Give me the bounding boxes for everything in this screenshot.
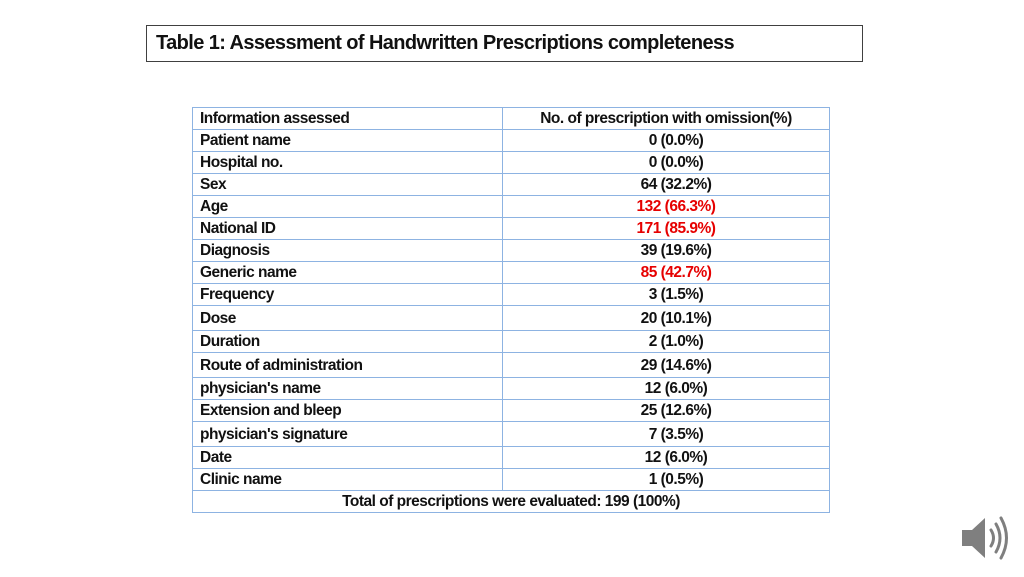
table-row: Extension and bleep 25 (12.6%) — [192, 399, 830, 422]
omission-cell: 0 (0.0%) — [502, 129, 830, 152]
information-item: Dose — [192, 305, 503, 331]
omission-value: 64 (32.2%) — [640, 176, 712, 193]
omission-value: 0 (0.0%) — [648, 154, 704, 171]
omission-value: 12 (6.0%) — [644, 449, 708, 466]
information-item: physician's name — [192, 377, 503, 400]
omission-value: 25 (12.6%) — [640, 402, 712, 419]
table-row: Hospital no. 0 (0.0%) — [192, 151, 830, 174]
information-item: Patient name — [192, 129, 503, 152]
table-row: Age 132 (66.3%) — [192, 195, 830, 218]
table-row: Generic name 85 (42.7%) — [192, 261, 830, 284]
omission-value: 39 (19.6%) — [640, 242, 712, 259]
omission-value: 7 (3.5%) — [648, 425, 704, 443]
omission-cell: 85 (42.7%) — [502, 261, 830, 284]
omission-cell: 12 (6.0%) — [502, 377, 830, 400]
table-title: Table 1: Assessment of Handwritten Presc… — [146, 25, 863, 62]
omission-cell: 29 (14.6%) — [502, 352, 830, 378]
header-omission-count: No. of prescription with omission(%) — [502, 107, 830, 130]
omission-cell: 0 (0.0%) — [502, 151, 830, 174]
omission-cell: 20 (10.1%) — [502, 305, 830, 331]
table-row: Frequency 3 (1.5%) — [192, 283, 830, 306]
table-row: Duration 2 (1.0%) — [192, 330, 830, 353]
table-title-text: Table 1: Assessment of Handwritten Presc… — [156, 32, 735, 54]
omission-value: 29 (14.6%) — [640, 356, 712, 374]
omission-value: 132 (66.3%) — [636, 198, 716, 215]
omission-cell: 1 (0.5%) — [502, 468, 830, 491]
omission-cell: 3 (1.5%) — [502, 283, 830, 306]
prescription-table: Information assessed No. of prescription… — [192, 107, 830, 513]
table-row: Route of administration 29 (14.6%) — [192, 352, 830, 378]
omission-value: 85 (42.7%) — [640, 264, 712, 281]
table-row: Patient name 0 (0.0%) — [192, 129, 830, 152]
table-row: Diagnosis 39 (19.6%) — [192, 239, 830, 262]
information-item: Route of administration — [192, 352, 503, 378]
table-row: Clinic name 1 (0.5%) — [192, 468, 830, 491]
table-row: National ID 171 (85.9%) — [192, 217, 830, 240]
table-row: Sex 64 (32.2%) — [192, 173, 830, 196]
omission-cell: 7 (3.5%) — [502, 421, 830, 447]
omission-cell: 132 (66.3%) — [502, 195, 830, 218]
omission-value: 171 (85.9%) — [636, 220, 716, 237]
information-item: Sex — [192, 173, 503, 196]
omission-cell: 12 (6.0%) — [502, 446, 830, 469]
information-item: Date — [192, 446, 503, 469]
information-item: Hospital no. — [192, 151, 503, 174]
table-total-row: Total of prescriptions were evaluated: 1… — [192, 490, 830, 513]
table-row: Date 12 (6.0%) — [192, 446, 830, 469]
omission-value: 12 (6.0%) — [644, 380, 708, 397]
table-row: physician's name 12 (6.0%) — [192, 377, 830, 400]
omission-value: 3 (1.5%) — [648, 286, 704, 303]
information-item: Frequency — [192, 283, 503, 306]
information-item: Diagnosis — [192, 239, 503, 262]
total-evaluated: Total of prescriptions were evaluated: 1… — [192, 490, 830, 513]
omission-value: 20 (10.1%) — [640, 309, 712, 327]
information-item: Extension and bleep — [192, 399, 503, 422]
table-row: physician's signature 7 (3.5%) — [192, 421, 830, 447]
information-item: physician's signature — [192, 421, 503, 447]
information-item: Age — [192, 195, 503, 218]
omission-cell: 64 (32.2%) — [502, 173, 830, 196]
information-item: Clinic name — [192, 468, 503, 491]
information-item: National ID — [192, 217, 503, 240]
omission-cell: 39 (19.6%) — [502, 239, 830, 262]
omission-value: 0 (0.0%) — [648, 132, 704, 149]
omission-cell: 171 (85.9%) — [502, 217, 830, 240]
information-item: Duration — [192, 330, 503, 353]
table-header-row: Information assessed No. of prescription… — [192, 107, 830, 130]
omission-value: 2 (1.0%) — [648, 333, 704, 350]
omission-cell: 2 (1.0%) — [502, 330, 830, 353]
table-row: Dose 20 (10.1%) — [192, 305, 830, 331]
information-item: Generic name — [192, 261, 503, 284]
speaker-icon[interactable] — [958, 513, 1012, 563]
omission-cell: 25 (12.6%) — [502, 399, 830, 422]
table-body: Patient name 0 (0.0%) Hospital no. 0 (0.0%)… — [192, 129, 830, 491]
omission-value: 1 (0.5%) — [648, 471, 704, 488]
header-information-assessed: Information assessed — [192, 107, 503, 130]
